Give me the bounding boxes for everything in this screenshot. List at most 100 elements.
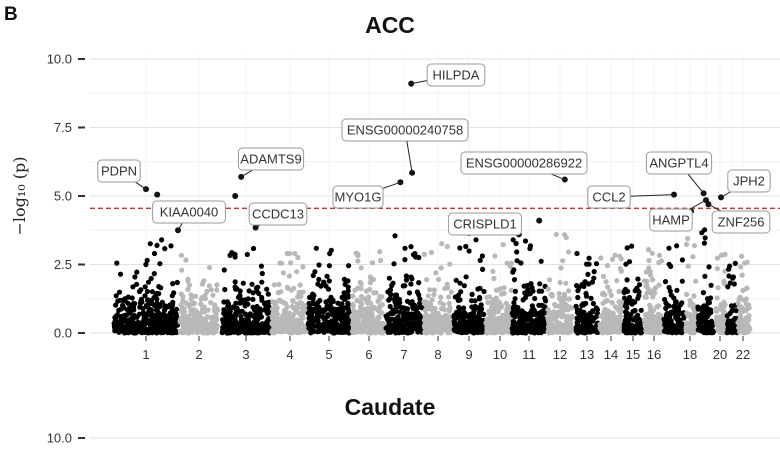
snp-point — [480, 267, 485, 272]
snp-point — [635, 313, 640, 318]
snp-point — [196, 321, 201, 326]
snp-point — [692, 243, 697, 248]
snp-point — [115, 324, 120, 329]
snp-point — [185, 318, 190, 323]
snp-point — [402, 257, 407, 262]
snp-point — [422, 330, 427, 335]
snp-point — [690, 301, 695, 306]
x-tick-label: 7 — [400, 347, 407, 362]
snp-point — [401, 313, 406, 318]
snp-point — [536, 303, 541, 308]
snp-point — [358, 304, 363, 309]
snp-point — [122, 313, 127, 318]
snp-point — [527, 312, 532, 317]
snp-point — [429, 250, 434, 255]
snp-point — [650, 251, 655, 256]
snp-point — [667, 262, 672, 267]
snp-point — [338, 310, 343, 315]
snp-point — [294, 269, 299, 274]
snp-point — [547, 326, 552, 331]
snp-point — [594, 261, 599, 266]
snp-point — [179, 268, 184, 273]
snp-point — [648, 273, 653, 278]
snp-point — [367, 323, 372, 328]
snp-point — [345, 301, 350, 306]
snp-point — [456, 305, 461, 310]
snp-point — [377, 297, 382, 302]
snp-point — [279, 261, 284, 266]
snp-point — [696, 315, 701, 320]
snp-point — [473, 298, 478, 303]
snp-point — [715, 255, 720, 260]
snp-point — [214, 282, 219, 287]
snp-point — [532, 326, 537, 331]
snp-point — [741, 307, 746, 312]
snp-point — [438, 295, 443, 300]
snp-point — [327, 278, 332, 283]
snp-point — [473, 319, 478, 324]
snp-point — [393, 299, 398, 304]
snp-point — [146, 328, 151, 333]
snp-point — [511, 319, 516, 324]
snp-point — [574, 283, 579, 288]
snp-point — [380, 302, 385, 307]
snp-point — [661, 317, 666, 322]
snp-point — [162, 246, 167, 251]
snp-point — [666, 321, 671, 326]
snp-point — [415, 329, 420, 334]
snp-point — [292, 330, 297, 335]
snp-point — [141, 317, 146, 322]
snp-point — [388, 304, 393, 309]
snp-point — [403, 322, 408, 327]
snp-point — [462, 283, 467, 288]
snp-point — [209, 287, 214, 292]
snp-point — [318, 284, 323, 289]
snp-point — [212, 308, 217, 313]
snp-point — [356, 298, 361, 303]
snp-point — [422, 252, 427, 257]
snp-point — [118, 319, 123, 324]
snp-point — [569, 305, 574, 310]
snp-point — [426, 293, 431, 298]
snp-point — [307, 316, 312, 321]
snp-point — [738, 264, 743, 269]
snp-point — [145, 258, 150, 263]
snp-point — [270, 306, 275, 311]
snp-point — [491, 276, 496, 281]
x-tick-label: 2 — [195, 347, 202, 362]
snp-point — [325, 274, 330, 279]
snp-point — [174, 311, 179, 316]
snp-point — [205, 314, 210, 319]
snp-point — [674, 316, 679, 321]
snp-point — [245, 326, 250, 331]
snp-point — [222, 287, 227, 292]
snp-point — [207, 265, 212, 270]
snp-point — [221, 299, 226, 304]
snp-point — [408, 281, 413, 286]
snp-point — [650, 294, 655, 299]
snp-point — [567, 296, 572, 301]
snp-point — [214, 287, 219, 292]
snp-point — [415, 289, 420, 294]
gene-label: HILPDA — [433, 68, 480, 83]
snp-point — [139, 297, 144, 302]
snp-point — [233, 301, 238, 306]
snp-point — [378, 310, 383, 315]
snp-point — [647, 303, 652, 308]
snp-point — [555, 328, 560, 333]
snp-point — [646, 258, 651, 263]
snp-point — [396, 314, 401, 319]
snp-point — [210, 293, 215, 298]
snp-point — [456, 298, 461, 303]
snp-point — [277, 319, 282, 324]
snp-point — [478, 305, 483, 310]
snp-point — [514, 249, 519, 254]
x-tick-label: 22 — [736, 347, 750, 362]
snp-point — [364, 289, 369, 294]
snp-point — [226, 301, 231, 306]
snp-point — [690, 254, 695, 259]
snp-point — [700, 325, 705, 330]
snp-point — [146, 280, 151, 285]
snp-point — [475, 330, 480, 335]
snp-point — [114, 293, 119, 298]
